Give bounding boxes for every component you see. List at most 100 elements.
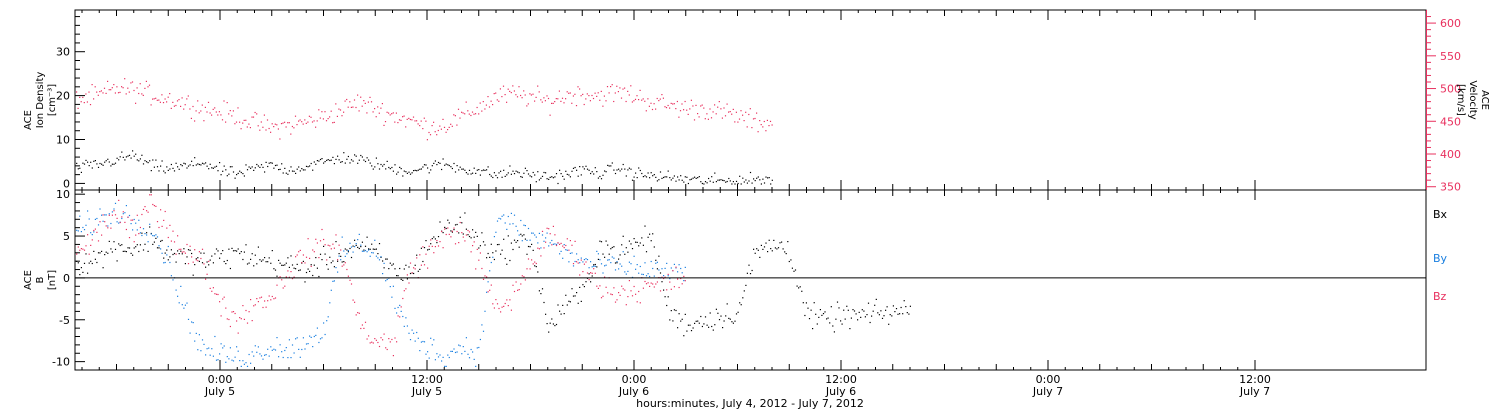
bz-point — [568, 249, 570, 251]
bz-point — [82, 248, 84, 250]
bx-point — [195, 258, 197, 260]
bz-point — [234, 312, 236, 315]
bx-point — [866, 314, 868, 316]
velocity-point — [377, 106, 379, 108]
bx-point — [478, 247, 480, 249]
by-point — [242, 360, 244, 362]
velocity-point — [406, 118, 408, 120]
bz-point — [166, 227, 168, 229]
density-point — [413, 170, 415, 172]
bz-point — [382, 339, 384, 341]
bx-point — [642, 244, 644, 246]
bz-point — [142, 208, 145, 210]
by-point — [520, 219, 522, 222]
density-point — [97, 166, 100, 168]
velocity-point — [537, 85, 539, 87]
velocity-point — [397, 122, 399, 124]
bz-point — [301, 262, 303, 264]
bx-point — [461, 222, 463, 224]
velocity-point — [279, 138, 281, 140]
bz-point — [105, 225, 107, 227]
density-tick-label: 10 — [56, 134, 70, 147]
x-tick-time-3: 0:00 — [622, 373, 647, 386]
by-point — [256, 351, 258, 353]
velocity-point — [728, 111, 730, 113]
density-point — [76, 162, 78, 164]
velocity-point — [155, 97, 157, 99]
bx-point — [647, 236, 649, 238]
by-point — [163, 262, 165, 264]
bx-point — [562, 304, 564, 306]
bz-point — [411, 272, 413, 274]
bz-point — [309, 257, 311, 259]
bx-point — [790, 259, 792, 261]
bx-point — [611, 246, 613, 249]
bz-point — [124, 221, 126, 223]
velocity-point — [142, 94, 144, 96]
bx-point — [844, 318, 846, 320]
by-point — [548, 245, 550, 247]
velocity-point — [732, 108, 734, 110]
velocity-point — [138, 92, 140, 95]
velocity-point — [409, 118, 411, 121]
bx-point — [214, 253, 216, 255]
velocity-tick-label: 450 — [1440, 115, 1461, 128]
bx-point — [394, 268, 396, 270]
velocity-point — [454, 115, 456, 117]
bx-point — [96, 261, 98, 264]
velocity-point — [464, 113, 466, 115]
bz-point — [490, 284, 492, 286]
by-point — [200, 350, 202, 352]
density-point — [282, 172, 284, 174]
bz-point — [473, 241, 475, 243]
bz-point — [661, 276, 663, 278]
bx-point — [338, 253, 340, 255]
bz-point — [659, 290, 662, 292]
bx-point — [125, 251, 127, 253]
bx-point — [791, 267, 793, 269]
density-point — [510, 173, 512, 175]
density-point — [645, 176, 648, 178]
bz-point — [639, 302, 641, 304]
by-point — [490, 261, 492, 264]
bx-point — [773, 239, 775, 241]
bz-point — [178, 248, 180, 250]
velocity-point — [515, 94, 517, 96]
density-point — [751, 182, 753, 184]
by-point — [96, 217, 98, 220]
bz-point — [321, 228, 323, 231]
bz-point — [273, 298, 275, 300]
by-point — [448, 356, 450, 359]
bz-point — [482, 278, 485, 280]
bx-point — [462, 233, 464, 235]
density-point — [771, 179, 773, 181]
velocity-point — [673, 103, 675, 105]
density-point — [347, 155, 349, 158]
bx-point — [729, 318, 731, 320]
density-point — [333, 163, 335, 165]
bx-point — [526, 253, 528, 255]
by-point — [383, 262, 385, 264]
density-point — [600, 178, 603, 180]
velocity-point — [704, 118, 706, 120]
density-point — [436, 164, 438, 166]
bx-point — [299, 269, 301, 271]
bx-point — [172, 253, 174, 256]
density-point — [464, 169, 466, 171]
velocity-point — [315, 126, 317, 128]
bx-point — [819, 309, 821, 311]
by-point — [273, 348, 275, 350]
velocity-point — [425, 120, 427, 122]
velocity-point — [318, 109, 320, 111]
by-point — [312, 346, 314, 348]
by-point — [282, 356, 284, 359]
by-point — [214, 335, 216, 338]
bx-point — [714, 324, 716, 326]
density-point — [753, 178, 755, 180]
bz-point — [260, 296, 263, 298]
density-point — [481, 170, 483, 172]
bz-point — [128, 237, 131, 239]
velocity-point — [403, 115, 405, 117]
density-point — [602, 174, 604, 176]
